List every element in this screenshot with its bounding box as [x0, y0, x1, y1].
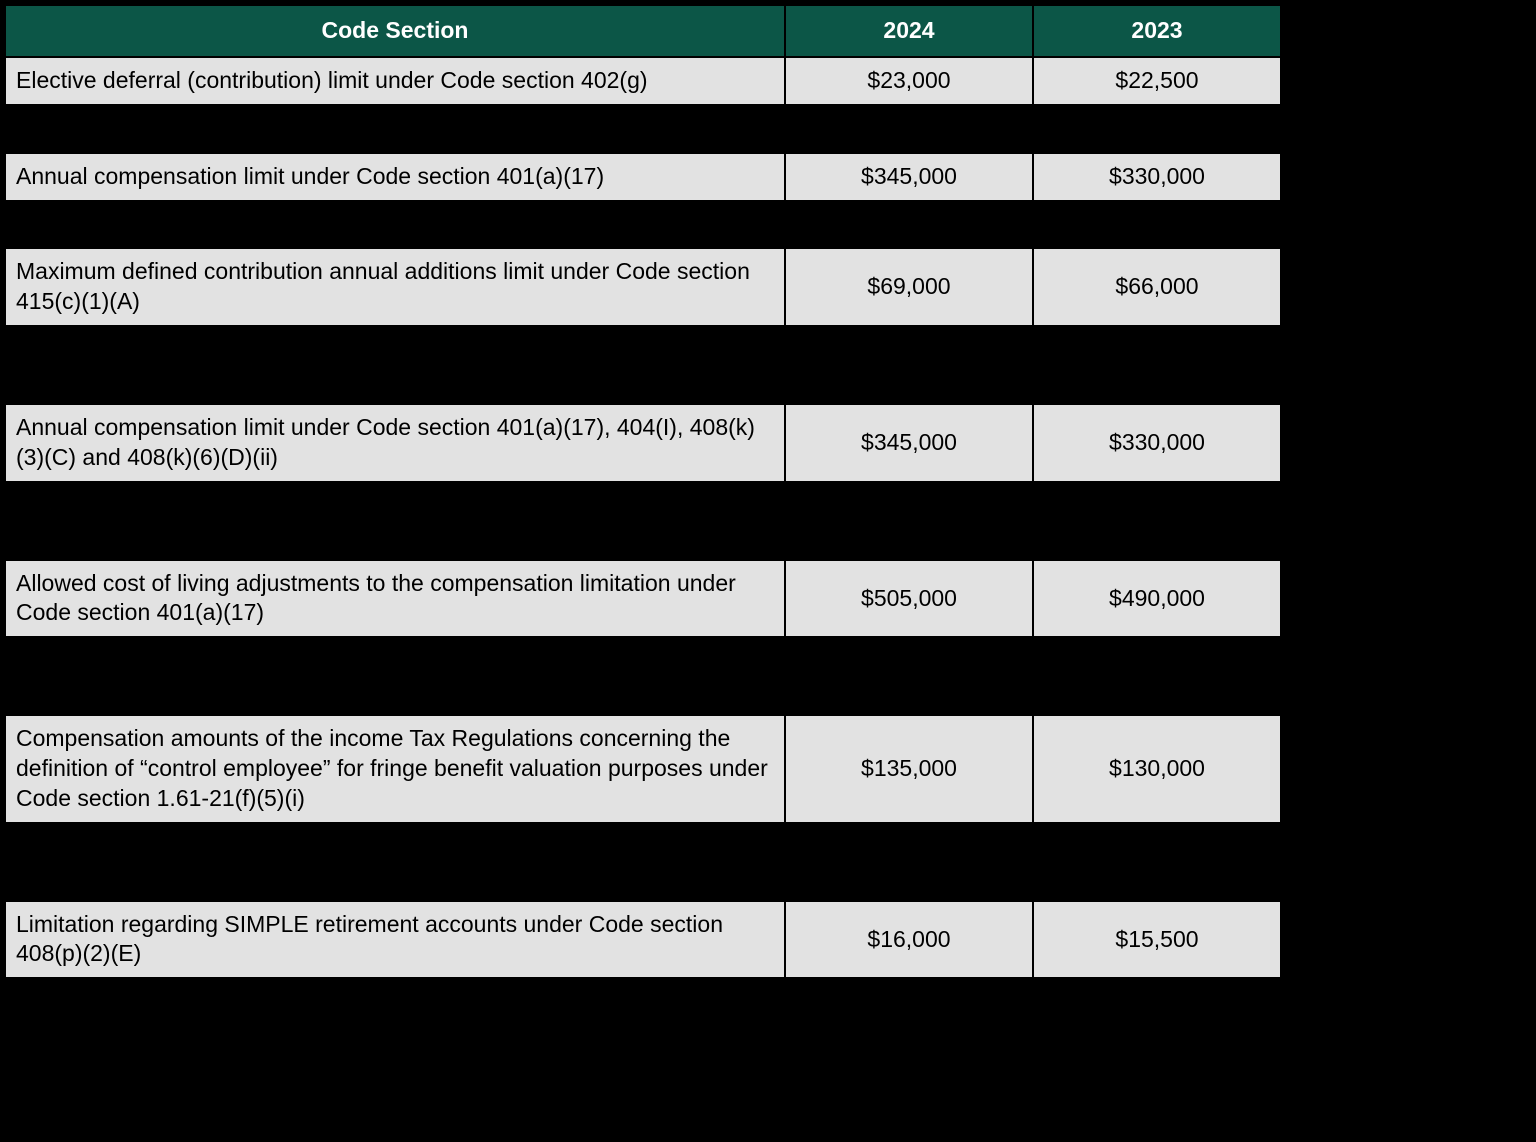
cell-2024: $69,000 — [785, 248, 1033, 326]
cell-desc: Deferred compensation plans of state and… — [5, 637, 785, 715]
table-row: Allowed cost of living adjustments to th… — [5, 560, 1281, 638]
cell-2023: $6,500 — [1033, 978, 1281, 1056]
table-container: Code Section 2024 2023 Elective deferral… — [0, 0, 1536, 1061]
table-row: Compensation regarding simplified employ… — [5, 823, 1281, 901]
table-row: Limitation regarding SIMPLE retirement a… — [5, 901, 1281, 979]
cell-desc: Annual compensation limit under Code sec… — [5, 153, 785, 201]
cell-2024: $750 — [785, 823, 1033, 901]
table-body: Elective deferral (contribution) limit u… — [5, 57, 1281, 1056]
cell-2023: $22,500 — [1033, 637, 1281, 715]
table-row: Catch up contribution limit under Code s… — [5, 105, 1281, 153]
table-row: Compensation amounts of the income Tax R… — [5, 715, 1281, 823]
cell-desc: Dollar limitation concerning the definit… — [5, 482, 785, 560]
cell-2023: $330,000 — [1033, 153, 1281, 201]
table-row: Maximum defined contribution annual addi… — [5, 248, 1281, 326]
cell-desc: Deductible amount for an individual maki… — [5, 978, 785, 1056]
cell-2023: $215,000 — [1033, 482, 1281, 560]
cell-2024: $16,000 — [785, 901, 1033, 979]
table-row: Annual compensation limit under Code sec… — [5, 404, 1281, 482]
cell-2024: $505,000 — [785, 560, 1033, 638]
table-row: Deductible amount for an individual maki… — [5, 978, 1281, 1056]
table-header: Code Section 2024 2023 — [5, 5, 1281, 57]
cell-2023: $750 — [1033, 823, 1281, 901]
cell-2023: $330,000 — [1033, 404, 1281, 482]
cell-desc: Maximum defined benefit annuity limit un… — [5, 201, 785, 249]
cell-desc: Catch up contribution limit under Code s… — [5, 105, 785, 153]
cell-2024: $23,000 — [785, 57, 1033, 105]
table-row: Highly compensated employee thresholds u… — [5, 326, 1281, 404]
cell-2024: $7,000 — [785, 978, 1033, 1056]
cell-2023: $150,000 — [1033, 326, 1281, 404]
cell-desc: Allowed cost of living adjustments to th… — [5, 560, 785, 638]
cell-2023: $22,500 — [1033, 57, 1281, 105]
col-2024: 2024 — [785, 5, 1033, 57]
header-row: Code Section 2024 2023 — [5, 5, 1281, 57]
col-code-section: Code Section — [5, 5, 785, 57]
cell-2023: $265,000 — [1033, 201, 1281, 249]
cell-2024: $135,000 — [785, 715, 1033, 823]
table-row: Annual compensation limit under Code sec… — [5, 153, 1281, 201]
cell-2024: $275,000 — [785, 201, 1033, 249]
cell-2024: $155,000 — [785, 326, 1033, 404]
table-row: Dollar limitation concerning the definit… — [5, 482, 1281, 560]
cell-2023: $15,500 — [1033, 901, 1281, 979]
col-2023: 2023 — [1033, 5, 1281, 57]
cell-2023: $130,000 — [1033, 715, 1281, 823]
cell-2024: $345,000 — [785, 404, 1033, 482]
table-row: Maximum defined benefit annuity limit un… — [5, 201, 1281, 249]
cell-2024: $220,000 — [785, 482, 1033, 560]
cell-desc: Compensation regarding simplified employ… — [5, 823, 785, 901]
cell-desc: Annual compensation limit under Code sec… — [5, 404, 785, 482]
cell-2023: $66,000 — [1033, 248, 1281, 326]
cell-2023: $7,500 — [1033, 105, 1281, 153]
cell-2023: $490,000 — [1033, 560, 1281, 638]
cell-desc: Limitation regarding SIMPLE retirement a… — [5, 901, 785, 979]
cell-2024: $345,000 — [785, 153, 1033, 201]
cell-desc: Compensation amounts of the income Tax R… — [5, 715, 785, 823]
cell-desc: Elective deferral (contribution) limit u… — [5, 57, 785, 105]
code-section-table: Code Section 2024 2023 Elective deferral… — [4, 4, 1282, 1057]
cell-2024: $7,500 — [785, 105, 1033, 153]
cell-desc: Maximum defined contribution annual addi… — [5, 248, 785, 326]
table-row: Elective deferral (contribution) limit u… — [5, 57, 1281, 105]
cell-desc: Highly compensated employee thresholds u… — [5, 326, 785, 404]
cell-2024: $23,000 — [785, 637, 1033, 715]
table-row: Deferred compensation plans of state and… — [5, 637, 1281, 715]
